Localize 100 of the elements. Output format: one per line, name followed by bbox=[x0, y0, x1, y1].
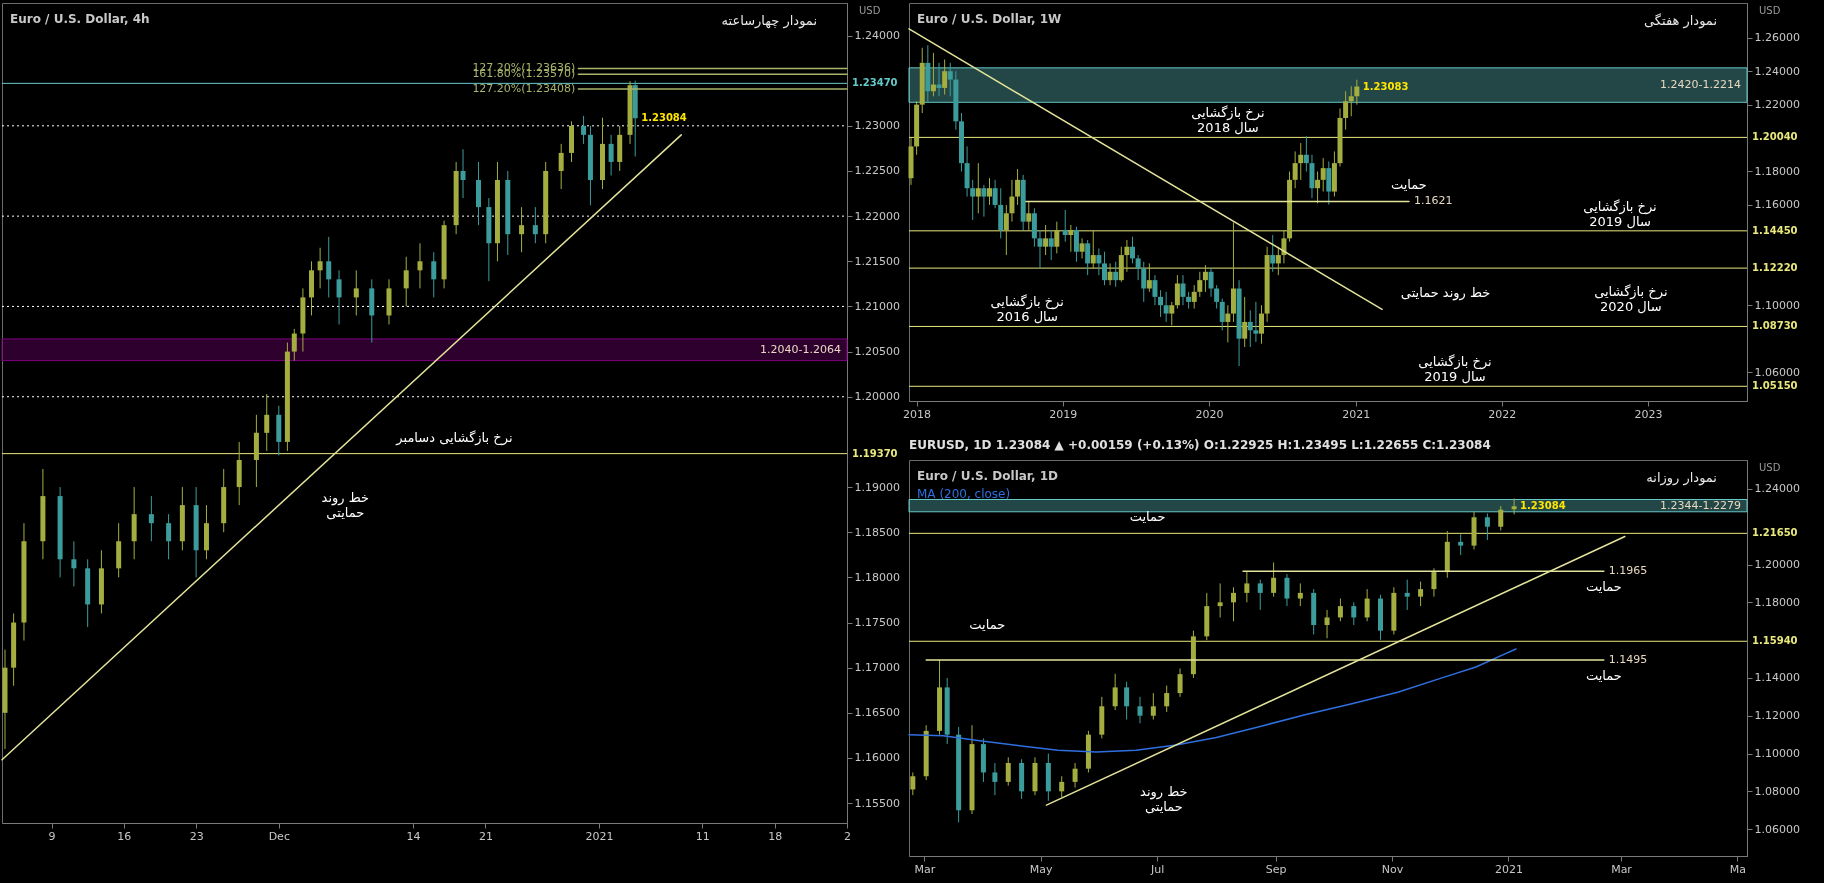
candlestick bbox=[1090, 229, 1096, 269]
y-tick-label: 1.17000 bbox=[854, 661, 900, 675]
y-tick-label: 1.22500 bbox=[854, 164, 900, 178]
candlestick bbox=[1484, 512, 1490, 541]
candlestick bbox=[1096, 247, 1102, 276]
annotation: نرخ بازگشایی سال 2018 bbox=[1191, 105, 1265, 136]
annotation: حمایت bbox=[1390, 177, 1427, 193]
candlestick bbox=[1214, 284, 1220, 310]
series-label: 127.20%(1.23408) bbox=[472, 81, 576, 95]
y-tick-label: 1.18500 bbox=[854, 525, 900, 539]
series-label: 1.1965 bbox=[1608, 564, 1648, 578]
y-tick-label: 1.21000 bbox=[854, 299, 900, 313]
candlestick bbox=[1048, 229, 1054, 261]
y-tick-label: 1.06000 bbox=[1754, 365, 1800, 379]
candlestick bbox=[1107, 262, 1113, 286]
annotation: 1.23083 bbox=[1362, 80, 1409, 92]
x-tick-label: Mar bbox=[1611, 862, 1633, 876]
candlestick bbox=[1281, 229, 1287, 264]
candlestick bbox=[1431, 567, 1437, 598]
candlestick bbox=[1062, 209, 1068, 243]
y-tick-label: 1.20500 bbox=[854, 345, 900, 359]
candlestick bbox=[1054, 221, 1060, 254]
candlestick bbox=[1135, 254, 1141, 281]
x-tick-label: Dec bbox=[268, 829, 290, 843]
candlestick bbox=[519, 206, 525, 253]
y-tick-label: 1.24000 bbox=[1754, 482, 1800, 496]
candlestick bbox=[1364, 588, 1370, 622]
candlestick bbox=[1498, 505, 1504, 532]
text: نمودار هفتگی bbox=[1643, 13, 1717, 29]
x-tick-label: 21 bbox=[478, 829, 493, 843]
candlestick bbox=[992, 179, 998, 209]
x-tick-label: 9 bbox=[48, 829, 56, 843]
candlestick bbox=[1244, 570, 1250, 603]
ref-line-label: 1.08730 bbox=[1752, 320, 1798, 332]
candlestick bbox=[1112, 673, 1118, 711]
y-axis-title: USD bbox=[859, 5, 881, 16]
y-tick-label: 1.18000 bbox=[1754, 595, 1800, 609]
candlestick bbox=[1146, 262, 1152, 293]
text: نمودار روزانه bbox=[1646, 470, 1717, 486]
candlestick bbox=[910, 771, 916, 796]
text: Euro / U.S. Dollar, 1W bbox=[917, 12, 1062, 26]
x-tick-label: 23 bbox=[189, 829, 204, 843]
annotation: حمایت bbox=[1585, 579, 1622, 595]
x-tick-label: 14 bbox=[406, 829, 421, 843]
candlestick bbox=[264, 393, 270, 452]
candlestick bbox=[291, 328, 297, 362]
candlestick bbox=[1043, 224, 1049, 256]
candlestick bbox=[1458, 533, 1464, 556]
annotation: نرخ بازگشایی سال 2019 bbox=[1418, 354, 1492, 385]
candlestick bbox=[1068, 224, 1074, 253]
y-tick-label: 1.16000 bbox=[854, 751, 900, 765]
candlestick bbox=[1197, 271, 1203, 298]
text: Euro / U.S. Dollar, 1D bbox=[917, 469, 1059, 483]
candlestick bbox=[1026, 201, 1032, 231]
candlestick bbox=[942, 59, 948, 96]
y-tick-label: 1.24000 bbox=[1754, 64, 1800, 78]
x-tick-label: Nov bbox=[1381, 862, 1404, 876]
y-tick-label: 1.22000 bbox=[854, 209, 900, 223]
candlestick bbox=[1177, 667, 1183, 698]
candlestick bbox=[1298, 142, 1304, 181]
text: EURUSD, 1D 1.23084 ▲ +0.00159 (+0.13%) O:1.22925 H:1.23495 L:1.22655 C:1.23084 bbox=[909, 438, 1491, 452]
candlestick bbox=[1324, 609, 1330, 639]
candlestick bbox=[1271, 561, 1277, 598]
x-tick-label: 2020 bbox=[1195, 407, 1224, 421]
annotation: حمایت bbox=[1129, 509, 1166, 525]
series-label: 1.1495 bbox=[1608, 652, 1648, 666]
candlestick bbox=[1037, 229, 1043, 269]
candlestick bbox=[1208, 267, 1214, 298]
candlestick bbox=[1085, 239, 1091, 276]
ref-line-label: 1.14450 bbox=[1752, 224, 1798, 236]
candlestick bbox=[1231, 586, 1237, 622]
x-tick-label: 2023 bbox=[1634, 407, 1663, 421]
annotation: خط روند حمایتی bbox=[1400, 285, 1491, 302]
candlestick bbox=[1303, 135, 1309, 172]
x-tick-label: 11 bbox=[695, 829, 710, 843]
candlestick bbox=[1511, 497, 1517, 515]
candlestick bbox=[581, 115, 587, 145]
annotation: 1.23084 bbox=[1520, 500, 1566, 512]
y-axis-title: USD bbox=[1759, 5, 1781, 16]
x-tick-label: 18 bbox=[768, 829, 783, 843]
x-tick-label: 2 bbox=[844, 829, 851, 843]
candlestick bbox=[1079, 237, 1085, 259]
annotation: خط روند حمایتی bbox=[321, 490, 370, 521]
candlestick bbox=[975, 162, 981, 214]
series-label: 1.1621 bbox=[1413, 194, 1453, 208]
y-tick-label: 1.06000 bbox=[1754, 822, 1800, 836]
ref-line-label: 1.05150 bbox=[1752, 380, 1798, 392]
x-tick-label: 2018 bbox=[903, 407, 932, 421]
annotation: نرخ بازگشایی سال 2016 bbox=[990, 294, 1064, 325]
candlestick bbox=[1180, 274, 1186, 306]
candlestick bbox=[71, 540, 77, 587]
candlestick bbox=[1297, 582, 1303, 607]
candlestick bbox=[1191, 284, 1197, 310]
x-tick-label: May bbox=[1029, 862, 1054, 876]
candlestick bbox=[1225, 304, 1231, 343]
text: Euro / U.S. Dollar, 4h bbox=[10, 12, 150, 26]
candlestick bbox=[1101, 251, 1107, 286]
band-label: 1.2344-1.2279 bbox=[1660, 498, 1741, 512]
candlestick bbox=[1253, 301, 1259, 343]
line-series bbox=[908, 648, 1517, 753]
